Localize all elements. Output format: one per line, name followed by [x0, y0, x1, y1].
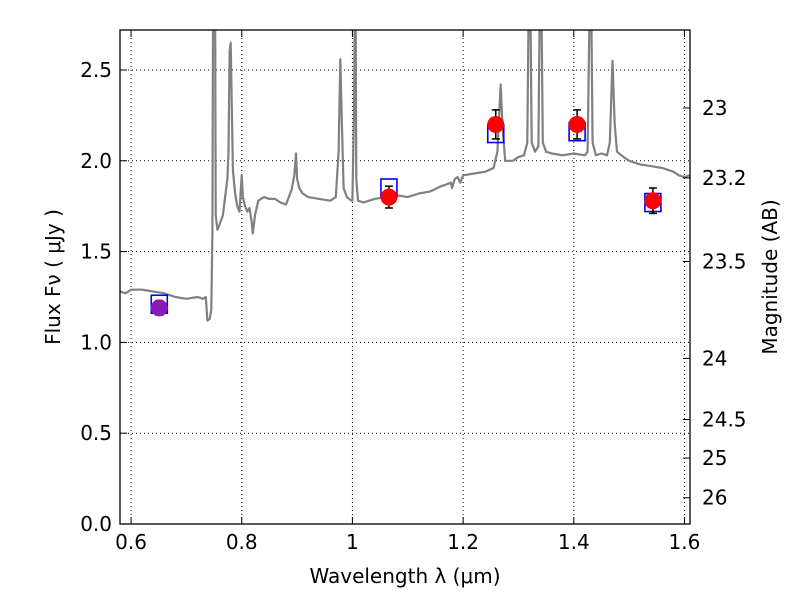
x-tick-label: 0.6	[115, 530, 147, 554]
y2-axis-label: Magnitude (AB)	[758, 199, 782, 354]
y-tick-label: 2.5	[80, 58, 112, 82]
y-tick-label: 0.5	[80, 421, 112, 445]
x-axis-label: Wavelength λ (μm)	[309, 564, 500, 588]
tick-labels: 0.6 0.8 1 1.2 1.4 1.6 0.0 0.5 1.0 1.5 2.0 2.5 23 23.2…	[80, 58, 746, 554]
axis-ticks	[120, 30, 690, 525]
y-tick-label: 1.0	[80, 330, 112, 354]
grid-lines	[120, 30, 690, 524]
y-tick-label: 2.0	[80, 149, 112, 173]
x-tick-label: 0.8	[226, 530, 258, 554]
template-spectrum-line	[120, 30, 690, 322]
y-tick-label: 1.5	[80, 240, 112, 264]
x-tick-label: 1	[346, 530, 359, 554]
plot-frame	[119, 29, 691, 525]
y2-tick-label: 24.5	[702, 407, 747, 431]
observed-flux-point	[487, 115, 505, 133]
y2-tick-label: 26	[702, 486, 727, 510]
y2-tick-label: 24	[702, 346, 727, 370]
y2-tick-label: 23.2	[702, 166, 747, 190]
y-tick-label: 0.0	[80, 512, 112, 536]
x-tick-label: 1.2	[447, 530, 479, 554]
y2-tick-label: 23	[702, 96, 727, 120]
y2-tick-label: 23.5	[702, 249, 747, 273]
observed-flux-point	[568, 115, 586, 133]
observed-flux-point	[644, 192, 662, 210]
plot-area	[120, 30, 690, 322]
y-axis-label: Flux Fν ( μJy )	[41, 209, 65, 345]
observed-flux-point	[380, 188, 398, 206]
observed-flux-point	[150, 299, 168, 317]
x-tick-label: 1.4	[558, 530, 590, 554]
y2-tick-label: 25	[702, 446, 727, 470]
x-tick-label: 1.6	[669, 530, 701, 554]
